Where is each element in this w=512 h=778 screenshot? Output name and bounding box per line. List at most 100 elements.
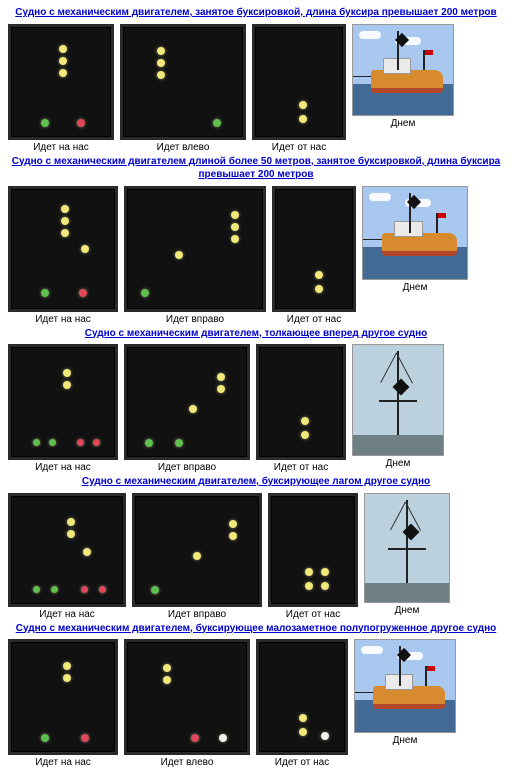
panel-cell: Идет на нас: [8, 24, 114, 153]
nav-light: [157, 71, 165, 79]
nav-light: [61, 205, 69, 213]
panel-caption: Идет на нас: [39, 609, 95, 620]
nav-light: [301, 417, 309, 425]
deck: [365, 583, 449, 602]
ship-illustration: [364, 493, 450, 603]
panel-row: Идет на насИдет вправоИдет от насДнем: [0, 493, 512, 620]
cloud: [359, 31, 381, 39]
nav-light: [321, 732, 329, 740]
nav-light: [93, 439, 100, 446]
tow-line: [353, 76, 371, 77]
nav-light: [229, 532, 237, 540]
cloud: [369, 193, 391, 201]
nav-light: [99, 586, 106, 593]
panel-caption: Идет вправо: [158, 462, 216, 473]
section-title: Судно с механическим двигателем, занятое…: [0, 6, 512, 20]
yard: [379, 400, 417, 402]
nav-light: [67, 518, 75, 526]
nav-light: [213, 119, 221, 127]
nav-light: [305, 582, 313, 590]
nav-light: [59, 45, 67, 53]
panel-caption: Идет на нас: [35, 314, 91, 325]
nav-light: [315, 285, 323, 293]
ship-illustration: [352, 344, 444, 456]
day-shape-diamond: [393, 379, 410, 396]
panel-cell: Идет вправо: [124, 186, 266, 325]
panel-row: Идет на нас Идет вправо Идет от нас Днем: [0, 344, 512, 473]
ship-illustration: [354, 639, 456, 733]
nav-light: [217, 373, 225, 381]
nav-light: [299, 115, 307, 123]
nav-light: [33, 439, 40, 446]
nav-light: [217, 385, 225, 393]
nav-light: [33, 586, 40, 593]
deck: [353, 435, 443, 455]
panel-caption: Идет вправо: [166, 314, 224, 325]
nav-light: [321, 568, 329, 576]
nav-light: [315, 271, 323, 279]
nav-light: [321, 582, 329, 590]
nav-light-panel: [256, 344, 346, 460]
panel-caption: Идет влево: [157, 142, 210, 153]
nav-light: [77, 439, 84, 446]
ship-illustration: [352, 24, 454, 116]
panel-row: Идет на нас Идет вправо Идет от нас Днем: [0, 186, 512, 325]
nav-light: [175, 251, 183, 259]
nav-light: [67, 530, 75, 538]
nav-light: [41, 289, 49, 297]
section-title: Судно с механическим двигателем, буксиру…: [0, 622, 512, 636]
mast: [406, 500, 408, 583]
panel-cell: Днем: [364, 493, 450, 620]
panel-cell: Идет на нас: [8, 186, 118, 325]
panel-caption: Идет от нас: [287, 314, 341, 325]
ship-illustration: [362, 186, 468, 280]
nav-light: [59, 69, 67, 77]
panel-caption: Днем: [391, 118, 416, 129]
panel-cell: Идет от нас: [256, 639, 348, 768]
panel-caption: Идет на нас: [35, 757, 91, 768]
panel-cell: Днем: [362, 186, 468, 325]
panel-cell: Днем: [352, 344, 444, 473]
nav-light: [157, 47, 165, 55]
panel-caption: Идет от нас: [274, 462, 328, 473]
rigging: [390, 501, 406, 530]
section-title: Судно с механическим двигателем, буксиру…: [0, 475, 512, 489]
panel-cell: Идет от нас: [252, 24, 346, 153]
nav-light: [299, 728, 307, 736]
nav-light: [163, 664, 171, 672]
panel-cell: Идет на нас: [8, 344, 118, 473]
panel-caption: Идет вправо: [168, 609, 226, 620]
nav-light: [145, 439, 153, 447]
nav-light: [175, 439, 183, 447]
flag: [427, 666, 435, 671]
nav-light: [63, 662, 71, 670]
panel-row: Идет на насИдет влевоИдет от насДнем: [0, 639, 512, 768]
flag: [438, 213, 446, 218]
nav-light: [81, 245, 89, 253]
flag: [425, 50, 433, 55]
panel-cell: Идет на нас: [8, 493, 126, 620]
nav-light: [299, 101, 307, 109]
nav-light: [61, 217, 69, 225]
nav-light-panel: [8, 639, 118, 755]
panel-caption: Идет от нас: [275, 757, 329, 768]
nav-light: [41, 734, 49, 742]
nav-light: [77, 119, 85, 127]
nav-light-panel: [124, 186, 266, 312]
nav-light: [189, 405, 197, 413]
nav-light: [63, 381, 71, 389]
nav-light: [219, 734, 227, 742]
nav-light: [231, 223, 239, 231]
tow-line: [363, 239, 382, 240]
panel-cell: Днем: [354, 639, 456, 768]
nav-light: [81, 734, 89, 742]
nav-light: [299, 714, 307, 722]
panel-cell: Днем: [352, 24, 454, 153]
nav-light: [301, 431, 309, 439]
nav-light-panel: [124, 639, 250, 755]
nav-light: [83, 548, 91, 556]
nav-light-panel: [132, 493, 262, 607]
nav-light: [63, 674, 71, 682]
nav-light-panel: [120, 24, 246, 140]
nav-light: [51, 586, 58, 593]
